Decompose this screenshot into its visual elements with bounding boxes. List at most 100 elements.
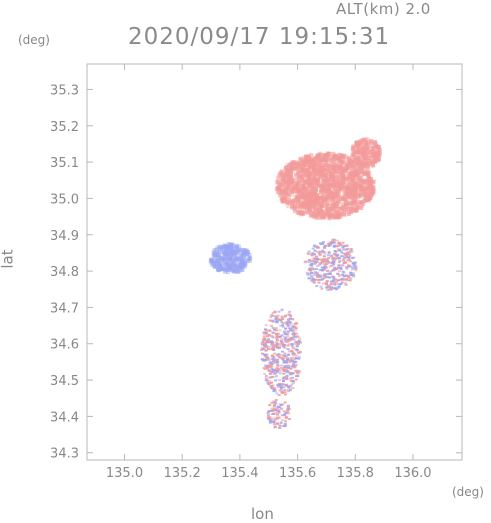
echo-cell	[339, 154, 344, 159]
echo-cell	[348, 204, 353, 209]
echo-cell	[323, 268, 326, 271]
echo-cell	[217, 262, 222, 266]
echo-cell	[291, 347, 295, 350]
echo-cell	[312, 272, 316, 275]
echo-cell	[342, 248, 346, 251]
echo-cell	[304, 154, 309, 159]
echo-cell	[311, 164, 316, 169]
echo-cell	[213, 253, 217, 257]
echo-cell	[276, 346, 279, 349]
echo-cell	[276, 339, 280, 342]
echo-cell	[333, 269, 337, 271]
echo-cell	[281, 321, 285, 324]
echo-cell	[323, 260, 327, 263]
echo-cell	[308, 259, 312, 262]
echo-cell	[301, 201, 305, 206]
echo-cell	[270, 341, 274, 344]
echo-cell	[276, 407, 280, 410]
echo-cell	[283, 195, 288, 199]
echo-cell	[365, 178, 370, 182]
echo-cell	[340, 277, 344, 280]
echo-cell	[331, 164, 336, 169]
echo-cell	[332, 245, 336, 248]
echo-cell	[273, 425, 277, 428]
echo-cell	[286, 188, 291, 193]
echo-cell	[294, 160, 298, 165]
echo-cell	[285, 371, 288, 374]
echo-cell	[231, 268, 236, 273]
echo-cell	[291, 356, 295, 359]
echo-cell	[245, 259, 250, 263]
echo-cell	[332, 252, 336, 255]
echo-cell	[366, 186, 371, 191]
echo-cell	[319, 285, 323, 288]
echo-cell	[297, 357, 301, 360]
echo-cell	[287, 318, 291, 321]
echo-cell	[304, 158, 308, 163]
echo-cell	[344, 161, 349, 166]
echo-cell	[361, 137, 366, 142]
echo-cell	[312, 281, 316, 284]
echo-cell	[295, 161, 300, 166]
echo-cell	[334, 182, 339, 187]
echo-cell	[362, 161, 366, 166]
echo-cell	[273, 424, 277, 427]
echo-cell	[243, 260, 248, 265]
echo-cell	[233, 261, 238, 266]
echo-cell	[315, 167, 320, 171]
echo-cell	[327, 175, 332, 179]
echo-cell	[300, 186, 305, 191]
echo-cell	[350, 182, 355, 187]
echo-cell	[283, 365, 287, 368]
echo-cell	[370, 160, 375, 165]
echo-cell	[310, 263, 314, 265]
echo-cell	[280, 390, 284, 393]
echo-cell	[276, 186, 281, 191]
echo-cell	[318, 241, 322, 244]
echo-cell	[274, 320, 278, 323]
echo-cell	[336, 279, 340, 282]
echo-cell	[360, 153, 365, 157]
echo-cell	[282, 359, 286, 362]
echo-cell	[291, 160, 296, 165]
echo-cell	[314, 161, 319, 166]
echo-cell	[352, 264, 356, 267]
echo-cell	[340, 196, 345, 201]
echo-cell	[326, 272, 330, 275]
echo-cell	[347, 157, 352, 162]
echo-cell	[288, 339, 292, 342]
echo-cell	[332, 179, 337, 184]
echo-cell	[369, 141, 374, 146]
echo-cell	[288, 361, 292, 364]
echo-cell	[329, 283, 333, 286]
echo-cell	[352, 150, 357, 155]
echo-cell	[362, 199, 367, 204]
echo-cell	[281, 344, 285, 347]
echo-cell	[314, 188, 318, 193]
echo-cell	[262, 358, 266, 361]
echo-cell	[229, 262, 234, 267]
echo-cell	[327, 197, 332, 202]
echo-cell	[347, 274, 351, 277]
echo-cell	[315, 285, 319, 287]
echo-cell	[270, 347, 274, 350]
echo-cell	[335, 288, 338, 291]
echo-cell	[366, 189, 370, 194]
echo-cell	[347, 256, 351, 259]
echo-cell	[323, 212, 328, 217]
echo-cell	[284, 175, 289, 180]
echo-cell	[335, 245, 339, 248]
echo-cell	[280, 414, 284, 417]
echo-cell	[363, 160, 368, 165]
echo-cell	[226, 242, 231, 247]
echo-cell	[234, 254, 239, 258]
echo-cell	[326, 206, 331, 211]
echo-cell	[309, 269, 313, 272]
echo-cell	[342, 176, 346, 181]
echo-cell	[319, 275, 323, 278]
echo-cell	[270, 365, 274, 368]
echo-cell	[270, 344, 274, 347]
echo-cell	[362, 190, 367, 195]
echo-cell	[278, 383, 282, 386]
echo-cell	[322, 255, 326, 258]
